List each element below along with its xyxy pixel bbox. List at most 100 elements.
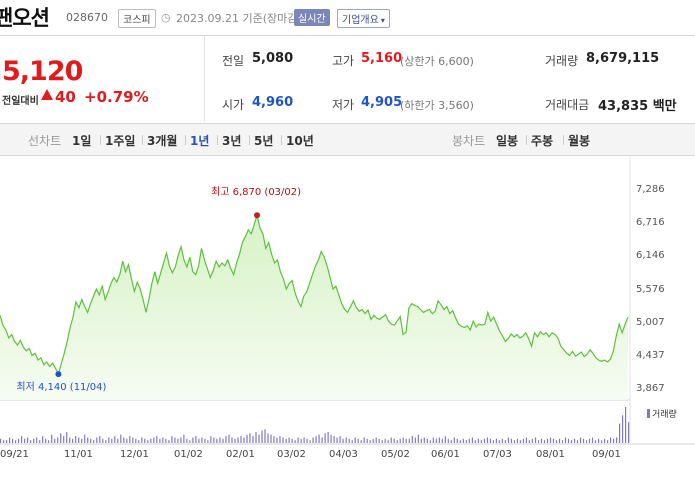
volume-bar [93, 440, 95, 443]
volume-bar [579, 437, 582, 443]
volume-bar [381, 440, 383, 443]
candle-tab-1[interactable]: 주봉 [531, 134, 554, 148]
company-overview-label: 기업개요 [342, 15, 379, 26]
volume-bar [159, 438, 161, 443]
volume-bar [625, 407, 627, 443]
realtime-button[interactable]: 실시간 [294, 9, 330, 26]
volume-bar [189, 440, 191, 443]
price-area [0, 215, 628, 400]
up-arrow-icon [41, 89, 53, 100]
volume-bar [6, 440, 8, 443]
volume-bar [336, 437, 338, 443]
low-annotation: 최저 4,140 (11/04) [16, 381, 106, 393]
x-tick-label: 06/01 [431, 449, 460, 460]
volume-bar [390, 437, 392, 443]
volume-value: 8,679,115 [586, 51, 660, 66]
high-annotation: 최고 6,870 (03/02) [211, 186, 301, 198]
volume-bar [273, 436, 275, 443]
volume-bar [276, 437, 278, 443]
volume-bar [237, 437, 239, 443]
tab-separator [281, 135, 282, 145]
volume-bar [210, 436, 212, 443]
volume-bar [306, 438, 308, 443]
volume-bar [402, 437, 404, 443]
volume-bar [426, 438, 428, 443]
volume-bar [429, 440, 431, 443]
price-change-percent: +0.79% [84, 88, 149, 106]
volume-bar [598, 438, 600, 443]
open-label: 시가 [222, 98, 245, 112]
volume-bar [537, 440, 540, 443]
volume-bar [462, 438, 464, 443]
y-tick-label: 6,716 [636, 217, 665, 229]
volume-bar [393, 438, 395, 443]
y-tick-label: 7,286 [636, 184, 665, 195]
volume-bar [15, 440, 17, 443]
volume-bar [492, 440, 494, 443]
volume-bar [180, 437, 182, 443]
volume-bar [324, 433, 326, 443]
company-overview-button[interactable]: 기업개요 ▾ [337, 9, 390, 28]
volume-bar [186, 438, 188, 443]
volume-bar [495, 438, 497, 443]
volume-bar [558, 438, 561, 443]
stock-name: 팬오션 [0, 6, 50, 30]
volume-bar [168, 440, 170, 443]
period-tab-6[interactable]: 10년 [286, 134, 314, 148]
volume-bar [501, 438, 503, 443]
upper-limit: (상한가 6,600) [400, 55, 474, 68]
volume-bar [525, 437, 527, 443]
volume-bar [156, 436, 158, 443]
volume-bar [162, 437, 164, 443]
candle-tab-2[interactable]: 월봉 [568, 134, 591, 148]
volume-bar [105, 440, 107, 443]
volume-bar [369, 440, 371, 443]
volume-bar [60, 433, 62, 443]
current-price: 5,120 [2, 56, 83, 87]
volume-bar [69, 437, 71, 443]
volume-bar [372, 438, 374, 443]
volume-bar [285, 438, 287, 443]
volume-bar [567, 438, 570, 443]
tab-separator [526, 135, 527, 145]
change-label: 전일대비 [2, 96, 39, 107]
volume-bar [438, 437, 440, 443]
volume-bar [405, 438, 407, 443]
period-tab-3[interactable]: 1년 [190, 134, 210, 148]
volume-bar [321, 437, 323, 443]
volume-bar [102, 438, 104, 443]
volume-bar [99, 436, 101, 443]
volume-bar [366, 438, 368, 443]
open-value: 4,960 [252, 95, 294, 110]
volume-bar [576, 440, 579, 443]
volume-bar [474, 440, 476, 443]
volume-bar [63, 436, 65, 443]
period-tab-4[interactable]: 3년 [222, 134, 242, 148]
volume-bar [138, 440, 140, 443]
volume-bar [114, 436, 116, 443]
volume-bar [561, 440, 564, 443]
volume-bar [84, 434, 86, 443]
volume-bar [327, 431, 329, 443]
volume-bar [414, 437, 416, 443]
volume-bar [231, 437, 233, 443]
period-tab-5[interactable]: 5년 [254, 134, 274, 148]
volume-bar [528, 440, 530, 443]
volume-bar [18, 438, 20, 443]
period-tab-1[interactable]: 1주일 [105, 134, 136, 148]
volume-bar [195, 436, 197, 443]
volume-bar [48, 440, 50, 443]
volume-bar [351, 440, 353, 443]
volume-bar [363, 437, 365, 443]
volume-bar [21, 436, 23, 443]
period-tab-2[interactable]: 3개월 [147, 134, 178, 148]
volume-bar [312, 437, 314, 443]
period-tab-0[interactable]: 1일 [72, 134, 92, 148]
candle-tab-0[interactable]: 일봉 [496, 134, 519, 148]
volume-bar [126, 438, 128, 443]
volume-bar [12, 438, 14, 443]
volume-bar [27, 437, 29, 443]
volume-bar [219, 437, 221, 443]
volume-bar [513, 440, 515, 443]
volume-bar [108, 437, 110, 443]
